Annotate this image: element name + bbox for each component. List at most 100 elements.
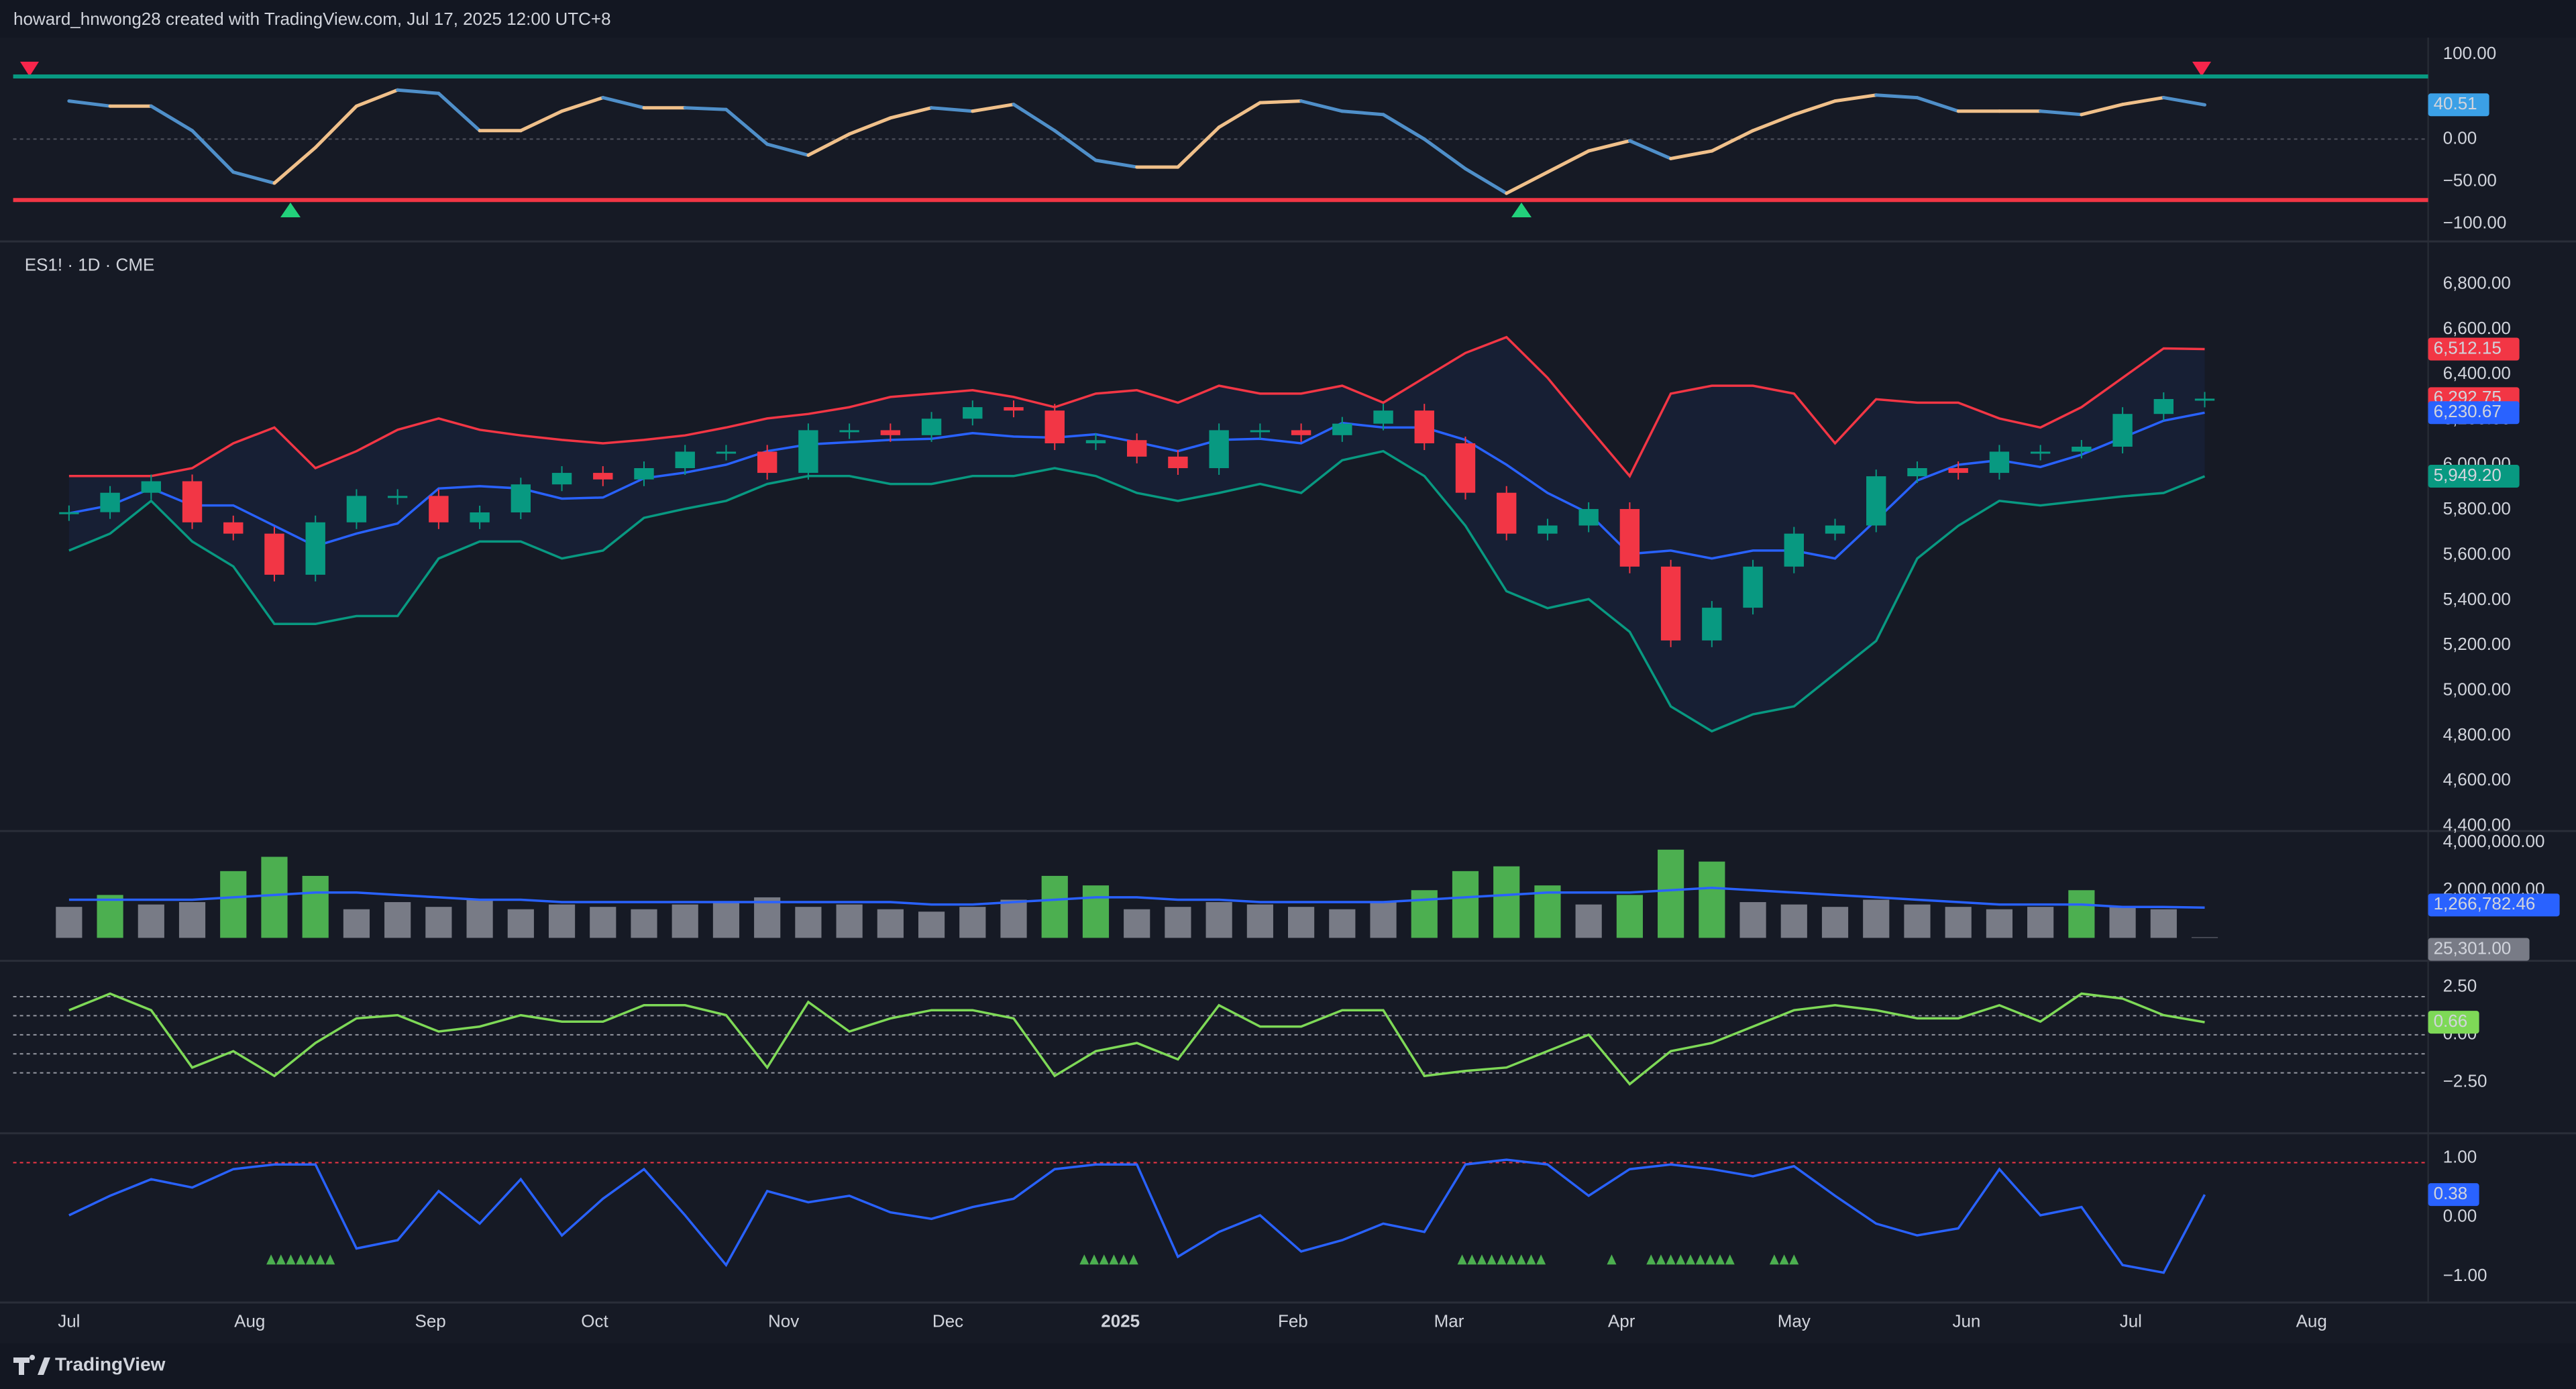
line-segment bbox=[396, 88, 441, 95]
line-segment bbox=[1299, 99, 1344, 113]
line-segment bbox=[1710, 129, 1755, 153]
x-tick-label: Oct bbox=[581, 1311, 608, 1331]
candle bbox=[1250, 430, 1271, 433]
candle bbox=[59, 512, 79, 514]
line-segment bbox=[601, 96, 646, 110]
line-segment bbox=[1587, 139, 1631, 153]
indicator-line bbox=[68, 1158, 2206, 1274]
line-segment bbox=[724, 107, 769, 146]
signal-triangle bbox=[1497, 1254, 1507, 1265]
signal-triangle bbox=[1666, 1254, 1676, 1265]
candle bbox=[716, 451, 737, 454]
line-segment bbox=[888, 106, 934, 120]
signal-triangle bbox=[1109, 1254, 1119, 1265]
signal-triangle bbox=[1487, 1254, 1497, 1265]
x-tick-label: Jul bbox=[58, 1311, 80, 1331]
signal-triangle bbox=[1715, 1254, 1725, 1265]
line-segment bbox=[231, 170, 276, 185]
candle bbox=[223, 522, 244, 534]
line-segment bbox=[1874, 93, 1919, 100]
x-tick-label: Feb bbox=[1278, 1311, 1308, 1331]
volume-bar bbox=[1986, 909, 2012, 938]
volume-bar bbox=[1863, 899, 1890, 938]
y-tick-label: 1.00 bbox=[2443, 1146, 2477, 1166]
candle bbox=[1085, 440, 1106, 443]
signal-triangle bbox=[1516, 1254, 1526, 1265]
volume-bar bbox=[2150, 909, 2177, 938]
y-tick-label: 6,800.00 bbox=[2443, 272, 2511, 292]
volume-bar bbox=[548, 904, 576, 938]
line-segment bbox=[765, 142, 810, 157]
y-tick-label: 5,000.00 bbox=[2443, 679, 2511, 700]
volume-bar bbox=[2068, 890, 2095, 938]
volume-bar bbox=[1780, 904, 1807, 938]
candle bbox=[141, 481, 161, 493]
line-segment bbox=[437, 91, 482, 133]
candle bbox=[921, 419, 942, 435]
candle bbox=[1414, 410, 1434, 443]
candle bbox=[1004, 407, 1024, 411]
volume-bar bbox=[1411, 890, 1438, 938]
volume-bar bbox=[302, 875, 329, 938]
candle bbox=[2112, 414, 2133, 447]
x-tick-label: Apr bbox=[1608, 1311, 1635, 1331]
line-segment bbox=[683, 106, 728, 111]
volume-bar bbox=[1493, 866, 1520, 938]
volume-bar bbox=[507, 909, 534, 938]
volume-bar bbox=[1904, 904, 1931, 938]
signal-triangle bbox=[276, 1254, 286, 1265]
signal-triangle bbox=[1656, 1254, 1666, 1265]
candle bbox=[1538, 525, 1558, 534]
header-text: howard_hnwong28 created with TradingView… bbox=[13, 9, 611, 29]
signal-triangle bbox=[1536, 1254, 1546, 1265]
volume-bar bbox=[384, 902, 411, 938]
sell-signal bbox=[20, 62, 39, 76]
signal-triangle bbox=[1705, 1254, 1715, 1265]
signal-triangle bbox=[1128, 1254, 1138, 1265]
candle bbox=[1209, 430, 1229, 468]
volume-bar bbox=[1082, 885, 1110, 938]
candle bbox=[1044, 410, 1065, 443]
y-tick-label: −100.00 bbox=[2443, 213, 2507, 233]
x-tick-label: Aug bbox=[234, 1311, 265, 1331]
line-segment bbox=[2039, 109, 2084, 117]
value-label: 6,512.15 bbox=[2434, 337, 2502, 357]
y-tick-label: 6,600.00 bbox=[2443, 318, 2511, 338]
y-tick-label: 0.00 bbox=[2443, 1206, 2477, 1226]
volume-bar bbox=[343, 909, 370, 938]
volume-bar bbox=[590, 907, 616, 938]
candle bbox=[2030, 451, 2051, 454]
volume-bar bbox=[178, 902, 206, 938]
volume-bar bbox=[959, 907, 986, 938]
y-tick-label: 5,600.00 bbox=[2443, 544, 2511, 564]
candle bbox=[839, 430, 859, 433]
signal-triangle bbox=[1457, 1254, 1467, 1265]
y-tick-label: 5,400.00 bbox=[2443, 589, 2511, 609]
signal-markers bbox=[20, 62, 2211, 217]
candle bbox=[1291, 430, 1311, 435]
candle bbox=[593, 473, 613, 480]
candle bbox=[2072, 447, 2092, 452]
line-segment bbox=[1340, 109, 1385, 117]
value-label: 25,301.00 bbox=[2434, 938, 2512, 958]
candle bbox=[1989, 451, 2010, 474]
line-segment bbox=[354, 88, 400, 108]
indicator-line bbox=[68, 992, 2205, 1086]
candle bbox=[1702, 608, 1722, 641]
value-label-box bbox=[2428, 893, 2560, 917]
y-tick-label: 2.50 bbox=[2443, 976, 2477, 996]
line-segment bbox=[1669, 149, 1714, 160]
line-segment bbox=[1463, 167, 1509, 195]
value-label-box bbox=[2428, 1011, 2479, 1034]
line-segment bbox=[971, 103, 1016, 113]
candle bbox=[429, 496, 449, 522]
line-segment bbox=[272, 146, 317, 185]
x-tick-label: Aug bbox=[2296, 1311, 2327, 1331]
candle bbox=[1866, 476, 1886, 526]
volume-bar bbox=[877, 909, 904, 938]
value-label-box bbox=[2428, 465, 2520, 488]
y-tick-label: 5,800.00 bbox=[2443, 498, 2511, 518]
volume-bar bbox=[754, 897, 781, 938]
